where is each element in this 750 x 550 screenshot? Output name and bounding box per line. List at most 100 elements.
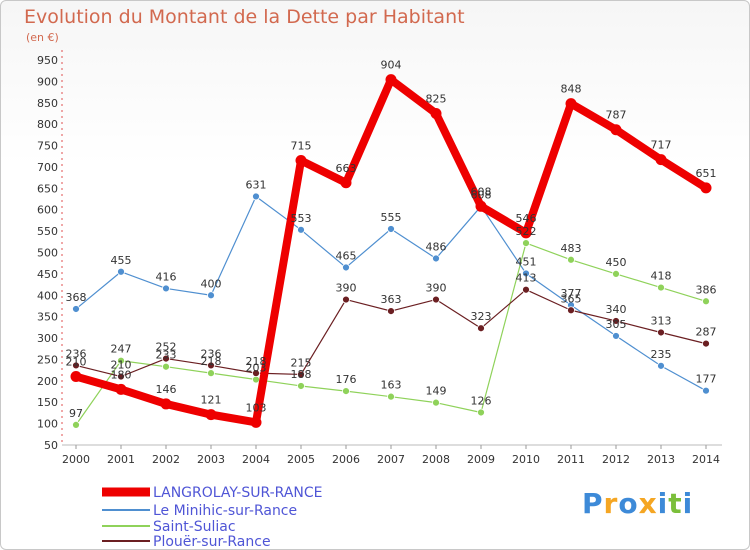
data-label: 313 [651,314,672,327]
series-point-3 [657,328,665,337]
logo-letter: i [657,487,669,520]
data-label: 177 [696,373,717,386]
data-label: 180 [111,368,132,381]
series-point-2 [117,356,125,365]
data-label: 825 [426,92,447,105]
data-label: 651 [696,167,717,180]
y-tick-label: 300 [37,332,58,345]
series-point-1 [252,192,260,201]
data-label: 203 [246,362,267,375]
data-label: 363 [381,293,402,306]
proxiti-logo: Proxiti [582,487,693,520]
series-point-1 [522,269,530,278]
data-label: 555 [381,211,402,224]
data-label: 233 [156,349,177,362]
series-point-3 [252,369,260,378]
x-tick-label: 2000 [62,453,90,466]
series-point-1 [387,225,395,233]
legend-label-3: Plouër-sur-Rance [153,534,271,550]
legend-label-0: LANGROLAY-SUR-RANCE [153,485,323,501]
data-label: 904 [381,59,402,72]
legend-label-2: Saint-Suliac [153,519,236,535]
series-point-2 [72,420,80,429]
data-label: 215 [291,356,312,369]
series-point-0 [475,200,487,212]
data-label: 305 [606,318,627,331]
x-tick-label: 2008 [422,453,450,466]
data-label: 218 [246,355,267,368]
series-point-1 [432,254,440,263]
series-point-2 [657,283,665,292]
data-label: 235 [651,348,672,361]
series-point-2 [252,375,260,384]
series-point-2 [297,382,305,390]
y-tick-label: 200 [37,375,58,388]
axes: 50 100 150 200 250 300 350 400 450 500 550 600 650 70… [37,50,722,466]
data-label: 416 [156,270,177,283]
series-point-0 [430,107,442,119]
x-tick-label: 2009 [467,453,495,466]
data-label: 247 [111,343,132,356]
y-tick-label: 700 [37,161,58,174]
logo-letter: x [638,487,658,520]
x-tick-label: 2004 [242,453,270,466]
data-label: 188 [291,368,312,381]
data-label: 126 [471,394,492,407]
data-label: 483 [561,242,582,255]
series-point-2 [387,392,395,401]
data-label: 546 [516,212,537,225]
data-label: 451 [516,255,537,268]
x-tick-label: 2001 [107,453,135,466]
series-point-1 [297,225,305,234]
series-point-2 [612,269,620,278]
data-label: 103 [246,401,267,414]
series-point-1 [657,361,665,370]
data-label: 418 [651,270,672,283]
x-tick-label: 2010 [512,453,540,466]
x-tick-label: 2006 [332,453,360,466]
y-tick-label: 100 [37,418,58,431]
series-point-2 [522,239,530,247]
series-point-0 [295,155,307,167]
logo-letter: r [603,487,619,520]
data-label: 608 [471,188,492,201]
series-point-1 [207,291,215,300]
data-label: 450 [606,256,627,269]
y-tick-label: 350 [37,311,58,324]
y-tick-label: 550 [37,225,58,238]
x-tick-label: 2014 [692,453,720,466]
data-label: 787 [606,109,627,122]
series-point-3 [342,295,350,304]
series-point-1 [72,305,80,313]
series-point-1 [342,263,350,272]
data-label: 163 [381,379,402,392]
y-tick-label: 650 [37,182,58,195]
data-label: 390 [336,282,357,295]
y-tick-label: 900 [37,75,58,88]
series-point-1 [162,284,170,293]
data-label: 455 [111,254,132,267]
y-tick-label: 450 [37,268,58,281]
y-tick-label: 400 [37,289,58,302]
series-point-3 [432,295,440,304]
data-label: 236 [201,347,222,360]
data-label: 121 [201,394,222,407]
data-label: 848 [561,83,582,96]
series-point-3 [297,370,305,379]
x-tick-label: 2005 [287,453,315,466]
series-point-3 [117,372,125,381]
legend-label-1: Le Minihic-sur-Rance [153,503,297,519]
series-point-2 [207,369,215,378]
series-layer [70,74,712,429]
series-point-2 [342,387,350,396]
data-label: 97 [69,407,83,420]
data-label: 252 [156,341,177,354]
logo-letter: i [682,487,694,520]
series-point-2 [162,362,170,371]
data-label: 386 [696,283,717,296]
data-label: 377 [561,287,582,300]
series-point-3 [567,306,575,315]
series-point-3 [702,339,710,348]
data-label: 465 [336,249,357,262]
